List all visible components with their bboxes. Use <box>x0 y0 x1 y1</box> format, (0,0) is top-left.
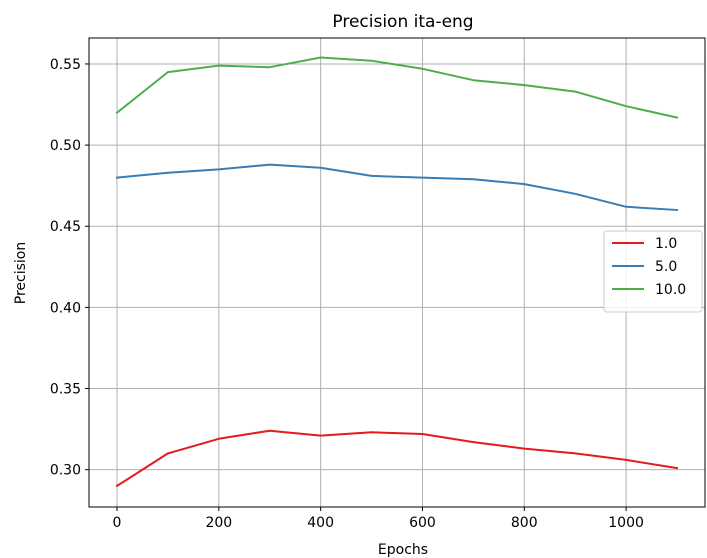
y-tick-label: 0.45 <box>50 219 81 235</box>
y-tick-label: 0.30 <box>50 463 81 479</box>
x-tick-label: 600 <box>409 515 436 531</box>
y-tick-label: 0.40 <box>50 300 81 316</box>
series-line-1-0 <box>115 429 679 488</box>
series-layer <box>115 56 679 488</box>
chart-title: Precision ita-eng <box>332 12 473 32</box>
y-axis-label: Precision <box>13 242 29 304</box>
x-axis: 0 200 400 600 800 1000 <box>113 507 644 531</box>
y-axis: 0.30 0.35 0.40 0.45 0.50 0.55 <box>50 57 89 479</box>
y-tick-label: 0.50 <box>50 138 81 154</box>
x-tick-label: 400 <box>307 515 334 531</box>
series-line-10-0 <box>115 56 679 119</box>
y-tick-label: 0.55 <box>50 57 81 73</box>
x-tick-label: 0 <box>113 515 122 531</box>
x-tick-label: 1000 <box>608 515 644 531</box>
legend-label-1-0: 1.0 <box>655 236 677 252</box>
x-tick-label: 200 <box>205 515 232 531</box>
legend-label-10-0: 10.0 <box>655 282 686 298</box>
legend-label-5-0: 5.0 <box>655 259 677 275</box>
series-line-5-0 <box>115 163 679 212</box>
legend-box <box>603 230 703 313</box>
x-tick-label: 800 <box>511 515 538 531</box>
plot-frame <box>88 37 706 508</box>
legend: 1.0 5.0 10.0 <box>603 230 703 313</box>
y-tick-label: 0.35 <box>50 382 81 398</box>
x-axis-label: Epochs <box>378 542 428 558</box>
